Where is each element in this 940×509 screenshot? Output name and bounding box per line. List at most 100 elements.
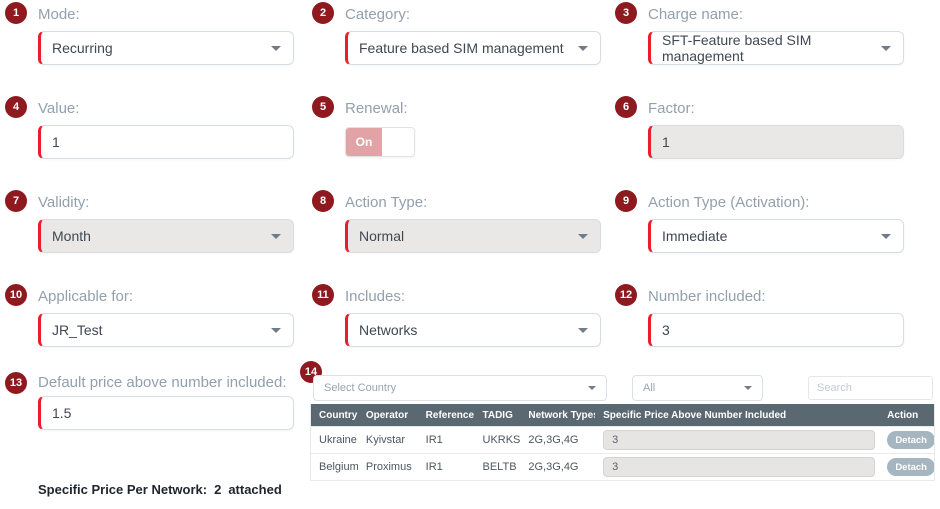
field-renewal: 5 Renewal: On bbox=[307, 94, 610, 188]
field-includes: 11 Includes: Networks bbox=[307, 282, 610, 376]
table-header-row: Country Operator Reference TADIG Network… bbox=[311, 404, 934, 426]
field-label-validity: Validity: bbox=[38, 194, 90, 211]
chevron-down-icon bbox=[881, 233, 891, 239]
field-label-action-type: Action Type: bbox=[345, 194, 428, 211]
filter-all-dropdown[interactable]: All bbox=[632, 375, 763, 401]
includes-select[interactable]: Networks bbox=[345, 313, 601, 347]
step-badge-3: 3 bbox=[615, 2, 637, 24]
field-label-mode: Mode: bbox=[38, 6, 80, 23]
step-badge-10: 10 bbox=[5, 284, 27, 306]
number-included-input[interactable] bbox=[648, 313, 904, 347]
category-select[interactable]: Feature based SIM management bbox=[345, 31, 601, 65]
field-number-included: 12 Number included: bbox=[610, 282, 940, 376]
cell-operator: Proximus bbox=[365, 461, 412, 473]
field-label-factor: Factor: bbox=[648, 100, 695, 117]
field-applicable-for: 10 Applicable for: JR_Test bbox=[0, 282, 307, 376]
field-label-renewal: Renewal: bbox=[345, 100, 408, 117]
step-badge-4: 4 bbox=[5, 96, 27, 118]
field-label-value: Value: bbox=[38, 100, 80, 117]
select-country-value: Select Country bbox=[324, 382, 397, 394]
charge-name-select-value: SFT-Feature based SIM management bbox=[662, 32, 812, 64]
chevron-down-icon bbox=[271, 327, 281, 333]
field-label-includes: Includes: bbox=[345, 288, 406, 305]
detach-button[interactable]: Detach bbox=[887, 458, 934, 476]
mode-select[interactable]: Recurring bbox=[38, 31, 294, 65]
field-mode: 1 Mode: Recurring bbox=[0, 0, 307, 94]
step-badge-2: 2 bbox=[312, 2, 334, 24]
network-pricing-section: 13 Default price above number included: … bbox=[0, 361, 940, 488]
applicable-for-select[interactable]: JR_Test bbox=[38, 313, 294, 347]
applicable-for-select-value: JR_Test bbox=[52, 322, 103, 338]
col-header-action: Action bbox=[887, 409, 919, 421]
step-badge-5: 5 bbox=[312, 96, 334, 118]
step-badge-9: 9 bbox=[615, 190, 637, 212]
cell-country: Belgium bbox=[319, 461, 358, 473]
field-validity: 7 Validity: Month bbox=[0, 188, 307, 282]
specific-price-input bbox=[603, 430, 876, 450]
renewal-toggle[interactable]: On bbox=[345, 127, 415, 157]
action-type-activation-select[interactable]: Immediate bbox=[648, 219, 904, 253]
network-filters: Select Country All bbox=[313, 375, 933, 401]
field-factor: 6 Factor: bbox=[610, 94, 940, 188]
col-header-country: Country bbox=[319, 409, 358, 421]
cell-network-types: 2G,3G,4G bbox=[528, 434, 579, 446]
filter-all-value: All bbox=[643, 382, 656, 394]
chevron-down-icon bbox=[881, 45, 891, 51]
chevron-down-icon bbox=[744, 386, 752, 390]
validity-select-value: Month bbox=[52, 228, 91, 244]
networks-table: Country Operator Reference TADIG Network… bbox=[310, 404, 935, 481]
action-type-select-value: Normal bbox=[359, 228, 405, 244]
specific-price-input bbox=[603, 457, 876, 477]
attached-summary-label: Specific Price Per Network: bbox=[38, 482, 208, 497]
default-price-input[interactable] bbox=[38, 396, 294, 430]
cell-country: Ukraine bbox=[319, 434, 357, 446]
field-value: 4 Value: bbox=[0, 94, 307, 188]
field-category: 2 Category: Feature based SIM management bbox=[307, 0, 610, 94]
table-row: Ukraine Kyivstar IR1 UKRKS 2G,3G,4G Deta… bbox=[311, 426, 934, 453]
field-action-type-activation: 9 Action Type (Activation): Immediate bbox=[610, 188, 940, 282]
attached-summary: Specific Price Per Network: 2 attached bbox=[38, 482, 282, 497]
field-label-category: Category: bbox=[345, 6, 411, 23]
charge-name-select[interactable]: SFT-Feature based SIM management bbox=[648, 31, 904, 65]
validity-select: Month bbox=[38, 219, 294, 253]
field-charge-name: 3 Charge name: SFT-Feature based SIM man… bbox=[610, 0, 940, 94]
action-type-activation-select-value: Immediate bbox=[662, 228, 728, 244]
col-header-network-types: Network Types bbox=[528, 409, 596, 421]
factor-input bbox=[648, 125, 904, 159]
includes-select-value: Networks bbox=[359, 322, 418, 338]
detach-button[interactable]: Detach bbox=[887, 431, 934, 449]
cell-network-types: 2G,3G,4G bbox=[528, 461, 579, 473]
col-header-reference: Reference bbox=[425, 409, 475, 421]
form-grid: 1 Mode: Recurring 2 Category: Feature ba… bbox=[0, 0, 940, 376]
step-badge-8: 8 bbox=[312, 190, 334, 212]
chevron-down-icon bbox=[578, 45, 588, 51]
field-label-default-price: Default price above number included: bbox=[38, 374, 287, 391]
col-header-operator: Operator bbox=[365, 409, 409, 421]
step-badge-13: 13 bbox=[5, 372, 27, 394]
col-header-tadig: TADIG bbox=[482, 409, 513, 421]
select-country-dropdown[interactable]: Select Country bbox=[313, 375, 607, 401]
chevron-down-icon bbox=[588, 386, 596, 390]
chevron-down-icon bbox=[271, 45, 281, 51]
category-select-value: Feature based SIM management bbox=[359, 40, 564, 56]
step-badge-11: 11 bbox=[312, 284, 334, 306]
attached-count: 2 bbox=[214, 482, 222, 497]
value-input[interactable] bbox=[38, 125, 294, 159]
search-input[interactable] bbox=[808, 376, 933, 400]
renewal-toggle-on-label: On bbox=[346, 128, 382, 156]
chevron-down-icon bbox=[578, 233, 588, 239]
step-badge-6: 6 bbox=[615, 96, 637, 118]
cell-reference: IR1 bbox=[425, 461, 443, 473]
chevron-down-icon bbox=[271, 233, 281, 239]
attached-suffix: attached bbox=[228, 482, 282, 497]
cell-tadig: UKRKS bbox=[482, 434, 521, 446]
mode-select-value: Recurring bbox=[52, 40, 113, 56]
step-badge-1: 1 bbox=[5, 2, 27, 24]
field-label-number-included: Number included: bbox=[648, 288, 766, 305]
action-type-select: Normal bbox=[345, 219, 601, 253]
step-badge-12: 12 bbox=[615, 284, 637, 306]
col-header-specific-price: Specific Price Above Number Included bbox=[603, 409, 787, 421]
cell-operator: Kyivstar bbox=[365, 434, 405, 446]
table-row: Belgium Proximus IR1 BELTB 2G,3G,4G Deta… bbox=[311, 453, 934, 480]
